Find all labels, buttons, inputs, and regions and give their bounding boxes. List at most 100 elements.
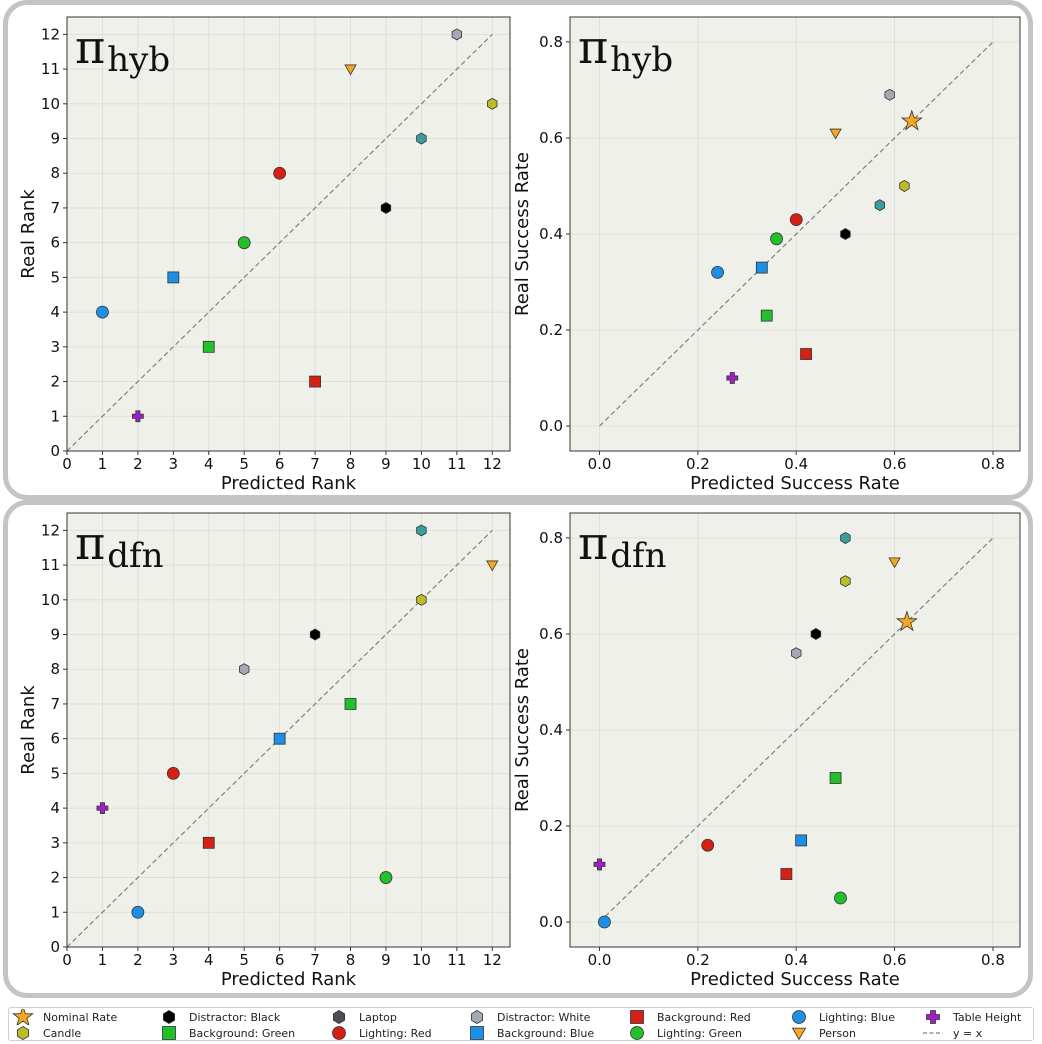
panel-dfn — [3, 500, 1033, 998]
x-axis-label: Predicted Rank — [221, 969, 357, 990]
x-tick-label: 11 — [447, 455, 466, 473]
legend-item-background-green: Background: Green — [157, 1025, 295, 1041]
x-tick-label: 4 — [204, 455, 214, 473]
hexagon-icon — [471, 1010, 484, 1024]
legend-item-table-height: Table Height — [921, 1009, 1021, 1025]
y-tick-label: 7 — [50, 695, 60, 713]
y-tick-label: 3 — [50, 338, 60, 356]
hexagon-icon — [333, 1010, 346, 1024]
legend-label: Table Height — [953, 1010, 1022, 1024]
x-axis-label: Predicted Success Rate — [690, 473, 900, 494]
y-tick-label: 2 — [50, 869, 60, 887]
legend-label: y = x — [953, 1026, 983, 1040]
point-laptop — [416, 524, 427, 537]
point-person — [344, 64, 357, 76]
point-laptop — [416, 132, 427, 145]
y-tick-label: 0.0 — [539, 913, 563, 931]
point-distractor-white — [791, 647, 802, 660]
axes-frame — [569, 16, 1021, 452]
y-tick-label: 0.8 — [539, 33, 563, 51]
y-tick-label: 4 — [50, 303, 60, 321]
y-tick-label: 10 — [41, 95, 60, 113]
x-tick-label: 9 — [381, 455, 391, 473]
y-tick-label: 0.4 — [539, 225, 563, 243]
point-nominal-rate — [900, 109, 923, 131]
point-table-height — [96, 802, 109, 815]
x-tick-label: 2 — [133, 951, 143, 969]
legend-item-nominal-rate: Nominal Rate — [11, 1009, 117, 1025]
dashed-line-icon — [923, 1032, 943, 1034]
legend-label: Lighting: Red — [359, 1026, 432, 1040]
legend-item-lighting-blue: Lighting: Blue — [787, 1009, 895, 1025]
x-tick-label: 7 — [310, 951, 320, 969]
y-tick-label: 9 — [50, 626, 60, 644]
x-tick-label: 5 — [239, 455, 249, 473]
x-tick-label: 0.0 — [588, 455, 612, 473]
x-tick-label: 12 — [483, 455, 502, 473]
x-tick-label: 12 — [483, 951, 502, 969]
star-icon — [12, 1009, 34, 1025]
legend-label: Person — [819, 1026, 856, 1040]
square-icon — [162, 1026, 176, 1040]
y-tick-label: 10 — [41, 591, 60, 609]
point-person — [486, 560, 499, 572]
triangle-down-icon — [791, 1027, 807, 1041]
point-background-blue — [273, 732, 286, 745]
x-tick-label: 7 — [310, 455, 320, 473]
point-laptop — [840, 532, 851, 544]
point-lighting-red — [789, 213, 803, 226]
point-lighting-green — [770, 232, 783, 246]
legend-item-background-red: Background: Red — [625, 1009, 751, 1025]
legend-item-lighting-red: Lighting: Red — [327, 1025, 432, 1041]
y-tick-label: 0.8 — [539, 529, 563, 547]
point-distractor-black — [309, 628, 321, 641]
y-axis-label: Real Success Rate — [512, 648, 533, 812]
y-tick-label: 5 — [50, 764, 60, 782]
x-tick-label: 0.2 — [686, 455, 710, 473]
legend-label: Lighting: Blue — [819, 1010, 896, 1024]
legend-label: Distractor: White — [497, 1010, 591, 1024]
point-background-blue — [167, 271, 180, 284]
y-tick-label: 0.2 — [539, 817, 563, 835]
point-candle — [487, 97, 498, 110]
point-lighting-blue — [598, 915, 611, 929]
plus-icon — [926, 1010, 940, 1024]
x-tick-label: 0 — [62, 951, 72, 969]
y-tick-label: 12 — [41, 25, 60, 43]
point-table-height — [726, 372, 739, 384]
x-tick-label: 0 — [62, 455, 72, 473]
point-lighting-blue — [96, 305, 109, 319]
point-background-red — [202, 836, 215, 849]
square-icon — [470, 1026, 484, 1040]
point-candle — [840, 575, 851, 588]
chart-title: πdfn — [578, 516, 666, 576]
hexagon-icon — [17, 1026, 30, 1040]
square-icon — [630, 1010, 644, 1024]
point-background-blue — [755, 261, 768, 274]
chart-title: πhyb — [75, 20, 170, 80]
y-tick-label: 1 — [50, 903, 60, 921]
y-tick-label: 3 — [50, 834, 60, 852]
y-tick-label: 0.6 — [539, 625, 563, 643]
point-lighting-blue — [711, 266, 724, 279]
legend-label: Distractor: Black — [189, 1010, 281, 1024]
x-tick-label: 0.6 — [883, 951, 907, 969]
y-tick-label: 9 — [50, 130, 60, 148]
legend-label: Candle — [43, 1026, 82, 1040]
legend-label: Lighting: Green — [657, 1026, 742, 1040]
point-person — [829, 128, 842, 140]
x-axis-label: Predicted Rank — [221, 473, 357, 494]
legend-item-background-blue: Background: Blue — [465, 1025, 594, 1041]
y-axis-label: Real Rank — [18, 189, 39, 279]
point-background-red — [780, 868, 793, 880]
legend-item-lighting-green: Lighting: Green — [625, 1025, 742, 1041]
legend-label: Laptop — [359, 1010, 397, 1024]
point-distractor-black — [810, 628, 822, 640]
axes-frame — [569, 512, 1021, 948]
point-lighting-green — [237, 236, 251, 250]
y-tick-label: 1 — [50, 407, 60, 425]
point-background-green — [760, 309, 773, 322]
x-tick-label: 6 — [275, 951, 285, 969]
